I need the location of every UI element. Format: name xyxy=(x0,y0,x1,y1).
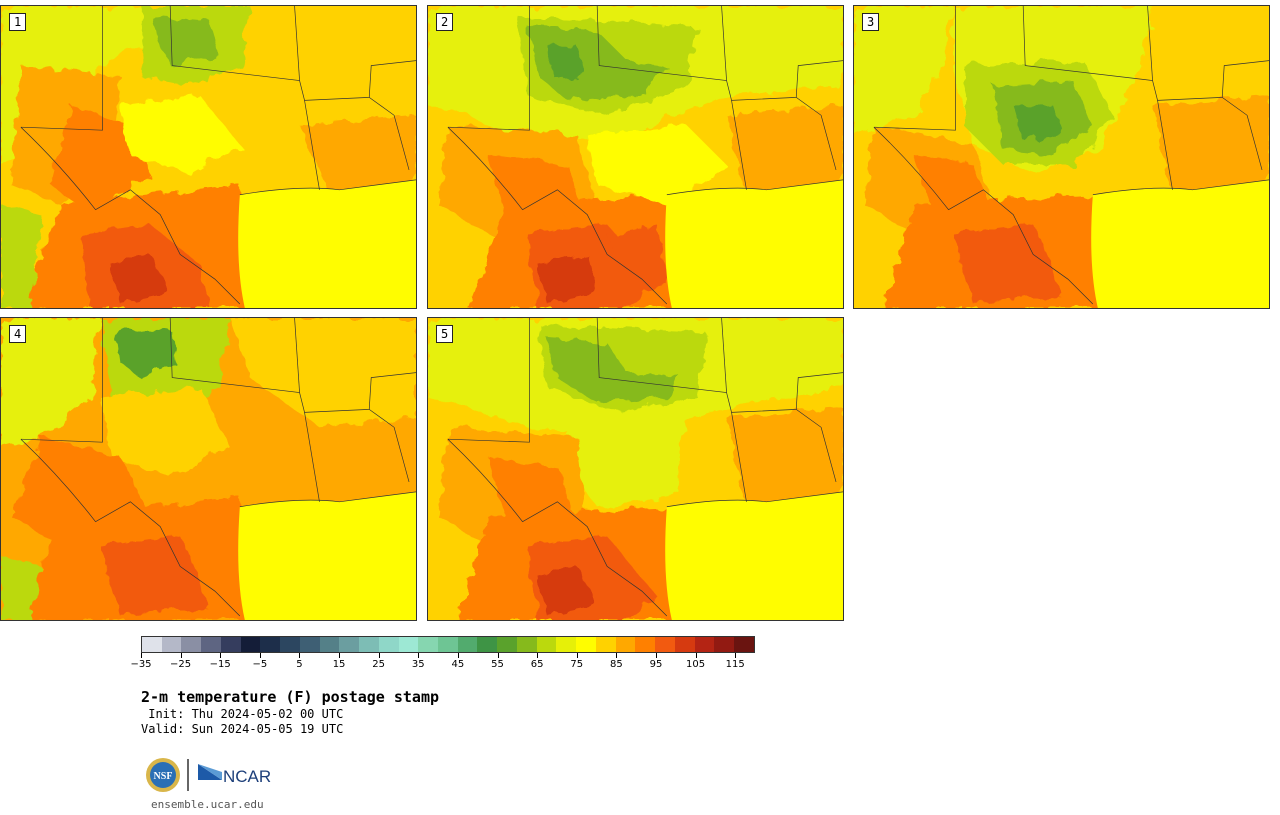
init-time: Init: Thu 2024-05-02 00 UTC xyxy=(141,707,344,721)
temperature-map-1 xyxy=(1,6,416,308)
ncar-logo: NCAR xyxy=(198,764,271,786)
stamp-panel-2: 2 xyxy=(427,5,844,309)
colorbar-tick xyxy=(259,653,261,658)
temperature-map-3 xyxy=(854,6,1269,308)
colorbar-tick-label: 55 xyxy=(491,659,504,670)
colorbar-tick-label: −15 xyxy=(209,659,231,670)
plot-title: 2-m temperature (F) postage stamp xyxy=(141,688,440,706)
colorbar-tick xyxy=(418,653,420,658)
colorbar-swatch xyxy=(220,637,241,652)
colorbar-tick-label: 95 xyxy=(649,659,663,670)
colorbar-swatch xyxy=(694,637,715,652)
colorbar-swatch xyxy=(556,637,577,652)
ncar-logo-text: NCAR xyxy=(223,767,271,786)
colorbar-swatch xyxy=(595,637,616,652)
colorbar-swatch xyxy=(497,637,517,652)
colorbar-swatch xyxy=(339,637,360,652)
colorbar-tick-label: 45 xyxy=(451,659,465,670)
colorbar-tick xyxy=(537,653,539,658)
colorbar-swatch xyxy=(240,637,261,652)
colorbar-gradient xyxy=(141,636,755,653)
colorbar: −35 −25 −15 −5 5 15 25 35 45 55 65 75 85 95 105 115 xyxy=(130,632,770,672)
colorbar-swatch xyxy=(477,637,498,652)
colorbar-tick-label: 105 xyxy=(686,659,706,670)
colorbar-tick-label: 115 xyxy=(725,659,745,670)
colorbar-tick-label: −35 xyxy=(130,659,152,670)
colorbar-tick xyxy=(695,653,697,658)
stamp-panel-4: 4 xyxy=(0,317,417,621)
colorbar-swatch xyxy=(280,637,300,652)
stamp-number-label: 5 xyxy=(436,325,454,343)
colorbar-swatch xyxy=(359,637,379,652)
colorbar-tick-label: 75 xyxy=(570,659,584,670)
colorbar-tick-label: −25 xyxy=(170,659,192,670)
colorbar-tick xyxy=(735,653,737,658)
colorbar-tick xyxy=(457,653,459,658)
colorbar-tick xyxy=(299,653,301,658)
stamp-number-label: 2 xyxy=(436,13,454,31)
stamp-panel-5: 5 xyxy=(427,317,844,621)
colorbar-tick-label: 5 xyxy=(296,659,303,670)
colorbar-swatch xyxy=(299,637,320,652)
colorbar-swatch xyxy=(260,637,281,652)
colorbar-tick-label: 35 xyxy=(411,659,425,670)
colorbar-swatch xyxy=(536,637,557,652)
colorbar-tick-label: 15 xyxy=(332,659,346,670)
colorbar-tick-label: 25 xyxy=(372,659,386,670)
colorbar-swatch xyxy=(734,637,754,652)
colorbar-swatch xyxy=(674,637,695,652)
colorbar-tick-label: 65 xyxy=(530,659,544,670)
colorbar-tick xyxy=(616,653,618,658)
colorbar-tick xyxy=(141,653,142,658)
colorbar-swatch xyxy=(457,637,478,652)
stamp-number-label: 3 xyxy=(862,13,880,31)
temperature-map-5 xyxy=(428,318,843,620)
colorbar-tick xyxy=(339,653,341,658)
website-url: ensemble.ucar.edu xyxy=(151,798,264,811)
colorbar-tick xyxy=(220,653,222,658)
temperature-map-4 xyxy=(1,318,416,620)
colorbar-tick xyxy=(655,653,657,658)
colorbar-tick xyxy=(497,653,499,658)
colorbar-swatch xyxy=(398,637,419,652)
colorbar-swatch xyxy=(418,637,439,652)
colorbar-swatch xyxy=(438,637,458,652)
colorbar-swatch xyxy=(201,637,221,652)
colorbar-swatch xyxy=(714,637,735,652)
logos: NSF NCAR xyxy=(144,756,284,794)
colorbar-tick-label: 85 xyxy=(609,659,623,670)
stamp-number-label: 1 xyxy=(9,13,27,31)
colorbar-swatch xyxy=(576,637,596,652)
colorbar-swatch xyxy=(378,637,399,652)
colorbar-tick xyxy=(378,653,380,658)
colorbar-swatch xyxy=(181,637,202,652)
stamp-number-label: 4 xyxy=(9,325,27,343)
colorbar-swatch xyxy=(615,637,636,652)
stamp-panel-1: 1 xyxy=(0,5,417,309)
valid-time: Valid: Sun 2024-05-05 19 UTC xyxy=(141,722,344,736)
colorbar-swatch xyxy=(516,637,537,652)
nsf-logo-text: NSF xyxy=(154,771,173,782)
stamp-panel-3: 3 xyxy=(853,5,1270,309)
temperature-map-2 xyxy=(428,6,843,308)
colorbar-tick xyxy=(180,653,182,658)
colorbar-swatch xyxy=(161,637,182,652)
colorbar-swatch xyxy=(655,637,675,652)
colorbar-swatch xyxy=(142,637,162,652)
colorbar-swatch xyxy=(635,637,656,652)
colorbar-swatch xyxy=(319,637,340,652)
nsf-logo: NSF xyxy=(146,758,180,792)
colorbar-tick xyxy=(576,653,578,658)
colorbar-tick-label: −5 xyxy=(252,659,268,670)
